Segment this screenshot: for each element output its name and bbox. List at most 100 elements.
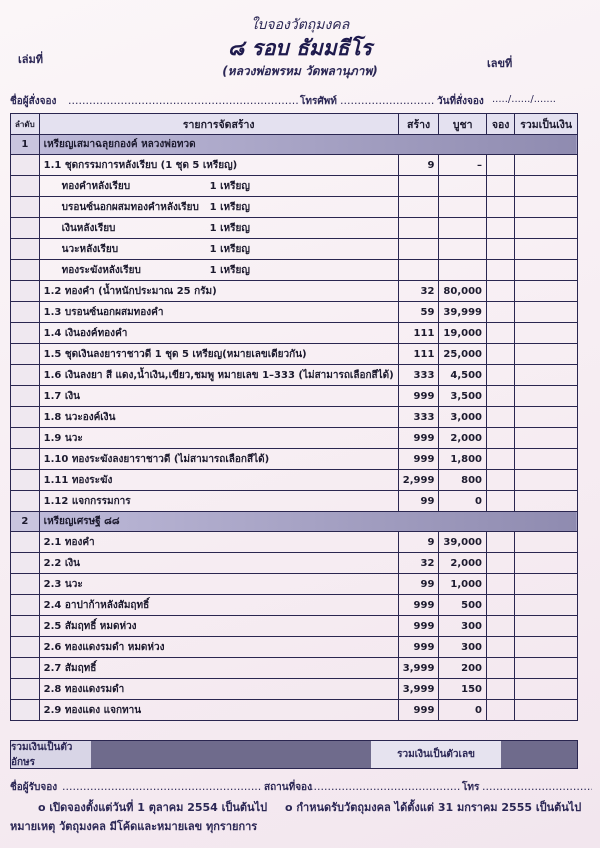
reserve-input-cell[interactable] [486,448,516,470]
table-row: 1.2 ทองคำ (น้ำหนักประมาณ 25 กรัม) 32 80,00… [10,280,578,302]
built-cell: 999 [397,615,440,637]
total-input-cell[interactable] [514,343,578,365]
row-index [10,469,40,491]
reserve-input-cell[interactable] [486,615,516,637]
reserve-input-cell[interactable] [486,343,516,365]
total-input-cell[interactable] [514,301,578,323]
total-input-cell[interactable] [514,594,578,616]
date-field[interactable]: ...../....../....... [492,94,556,105]
item-name: 2.1 ทองคำ [43,536,95,548]
price-cell: 300 [438,636,488,658]
orderer-field[interactable]: ........................................… [68,94,298,107]
reserve-input-cell[interactable] [486,364,516,386]
item-cell: นวะหลังเรียบ 1 เหรียญ [38,238,399,260]
total-input-cell[interactable] [514,636,578,658]
built-cell: 59 [397,301,440,323]
item-name: 1.10 ทองระฆังลงยาราชาวดี (ไม่สามารถเลือก… [43,453,270,465]
item-cell: 1.1 ชุดกรรมการหลังเรียบ (1 ชุด 5 เหรียญ) [38,154,399,176]
table-row: 1.4 เงินองค์ทองคำ 111 19,000 [10,322,578,344]
total-input-cell[interactable] [514,364,578,386]
reserve-input-cell[interactable] [486,280,516,302]
row-index [10,322,40,344]
phone-field[interactable]: ............................... [340,94,435,107]
reserve-input-cell[interactable] [486,573,516,595]
item-cell: 2.5 สัมฤทธิ์ หมดห่วง [38,615,399,637]
price-cell [438,196,488,218]
reserve-input-cell[interactable] [486,259,516,281]
item-name: นวะหลังเรียบ [61,243,119,255]
total-input-cell[interactable] [514,238,578,260]
reserve-input-cell[interactable] [486,531,516,553]
total-input-cell[interactable] [514,490,578,512]
remark: หมายเหตุ วัตถุมงคล มีโค้ดและหมายเลข ทุกร… [10,820,258,833]
built-cell: 9 [397,154,440,176]
reserve-input-cell[interactable] [486,594,516,616]
item-cell: 1.7 เงิน [38,385,399,407]
section-index: 1 [10,134,40,155]
reserve-input-cell[interactable] [486,657,516,679]
total-input-cell[interactable] [514,615,578,637]
built-cell [397,175,440,197]
table-row: 1.11 ทองระฆัง 2,999 800 [10,469,578,491]
row-index [10,490,40,512]
total-input-cell[interactable] [514,552,578,574]
total-input-cell[interactable] [514,657,578,679]
reserve-input-cell[interactable] [486,469,516,491]
table-row: 1.9 นวะ 999 2,000 [10,427,578,449]
reserve-input-cell[interactable] [486,636,516,658]
reserve-input-cell[interactable] [486,699,516,721]
item-cell: 1.5 ชุดเงินลงยาราชาวดี 1 ชุด 5 เหรียญ(หม… [38,343,399,365]
total-input-cell[interactable] [514,406,578,428]
reserve-input-cell[interactable] [486,154,516,176]
item-name: ทองคำหลังเรียบ [61,180,131,192]
built-cell: 111 [397,343,440,365]
total-input-cell[interactable] [514,678,578,700]
total-input-cell[interactable] [514,448,578,470]
total-input-cell[interactable] [514,217,578,239]
reserve-input-cell[interactable] [486,678,516,700]
total-input-cell[interactable] [514,699,578,721]
row-index [10,678,40,700]
total-input-cell[interactable] [514,154,578,176]
total-input-cell[interactable] [514,175,578,197]
reserve-input-cell[interactable] [486,238,516,260]
item-name: เงินหลังเรียบ [61,222,116,234]
section-title: เหรียญเศรษฐี ๘๘ [38,511,579,532]
total-input-cell[interactable] [514,322,578,344]
table-row: 1.5 ชุดเงินลงยาราชาวดี 1 ชุด 5 เหรียญ(หม… [10,343,578,365]
total-input-cell[interactable] [514,573,578,595]
reserve-input-cell[interactable] [486,385,516,407]
total-input-cell[interactable] [514,427,578,449]
price-cell [438,259,488,281]
reserve-input-cell[interactable] [486,406,516,428]
total-number-field[interactable] [501,741,577,768]
footer-phone-field[interactable]: ................................. [482,780,592,793]
row-index [10,406,40,428]
reserve-input-cell[interactable] [486,322,516,344]
reserve-input-cell[interactable] [486,301,516,323]
total-input-cell[interactable] [514,196,578,218]
reserve-input-cell[interactable] [486,552,516,574]
reserve-input-cell[interactable] [486,217,516,239]
built-cell: 333 [397,364,440,386]
receiver-field[interactable]: ........................................… [62,780,262,793]
item-cell: 1.8 นวะองค์เงิน [38,406,399,428]
total-input-cell[interactable] [514,259,578,281]
total-input-cell[interactable] [514,531,578,553]
total-text-field[interactable] [91,741,371,768]
reserve-input-cell[interactable] [486,196,516,218]
table-row: นวะหลังเรียบ 1 เหรียญ [10,238,578,260]
reserve-input-cell[interactable] [486,427,516,449]
item-name: 1.1 ชุดกรรมการหลังเรียบ (1 ชุด 5 เหรียญ) [43,159,238,171]
reserve-input-cell[interactable] [486,490,516,512]
built-cell: 99 [397,490,440,512]
row-index [10,196,40,218]
item-name: 2.6 ทองแดงรมดำ หมดห่วง [43,641,165,653]
total-input-cell[interactable] [514,469,578,491]
reserve-input-cell[interactable] [486,175,516,197]
total-input-cell[interactable] [514,280,578,302]
row-index [10,531,40,553]
price-cell: 1,800 [438,448,488,470]
place-field[interactable]: ........................................… [310,780,460,793]
total-input-cell[interactable] [514,385,578,407]
